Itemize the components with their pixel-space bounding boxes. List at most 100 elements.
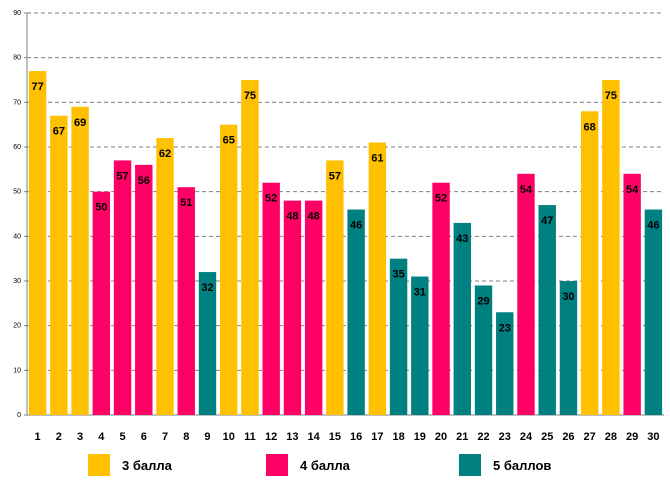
- x-tick-label: 9: [204, 431, 210, 443]
- bar-value-label: 57: [329, 170, 341, 182]
- bar-layer: [28, 71, 663, 416]
- x-tick-label: 17: [371, 431, 383, 443]
- legend-item-4-balla: 4 балла: [266, 453, 350, 477]
- bar-value-label: 48: [308, 211, 320, 223]
- x-tick-label: 3: [77, 431, 83, 443]
- bar-value-label: 54: [520, 184, 533, 196]
- legend-label-3-balla: 3 балла: [122, 457, 172, 473]
- y-tick-label: 0: [17, 412, 21, 419]
- y-tick-label: 40: [13, 233, 21, 240]
- bar-22: [474, 285, 493, 415]
- bar-11: [241, 80, 259, 415]
- x-tick-label: 22: [477, 431, 489, 443]
- y-tick-label: 70: [13, 99, 21, 106]
- bar-20: [432, 182, 450, 415]
- x-tick-label: 24: [520, 431, 533, 443]
- y-tick-label: 20: [13, 323, 21, 330]
- bar-28: [602, 80, 620, 415]
- bar-4: [92, 191, 111, 415]
- x-tick-label: 25: [541, 431, 553, 443]
- legend-item-3-balla: 3 балла: [88, 453, 172, 477]
- x-tick-label: 28: [605, 431, 617, 443]
- bar-2: [50, 115, 68, 415]
- bar-15: [326, 160, 344, 415]
- y-tick-label: 80: [13, 55, 21, 62]
- bar-value-label: 67: [53, 126, 65, 138]
- x-tick-label: 30: [647, 431, 659, 443]
- x-tick-label: 12: [265, 431, 277, 443]
- x-tick-label: 7: [162, 431, 168, 443]
- bar-value-label: 68: [584, 121, 596, 133]
- x-tick-label: 26: [562, 431, 574, 443]
- x-tick-label: 23: [499, 431, 511, 443]
- bar-29: [623, 173, 641, 415]
- bar-5: [113, 160, 132, 415]
- x-tick-label: 11: [244, 431, 256, 443]
- legend-label-4-balla: 4 балла: [300, 457, 350, 473]
- x-tick-label: 21: [456, 431, 468, 443]
- x-tick-label: 15: [329, 431, 341, 443]
- bar-10: [220, 124, 238, 416]
- bar-value-label: 32: [201, 282, 213, 294]
- bar-30: [644, 209, 663, 415]
- bar-17: [368, 142, 387, 416]
- bar-value-label: 77: [31, 81, 43, 93]
- y-tick-label: 90: [13, 10, 21, 17]
- bar-value-label: 50: [95, 202, 107, 214]
- bar-7: [156, 138, 174, 416]
- bar-value-label: 29: [477, 295, 489, 307]
- bar-13: [283, 200, 302, 415]
- x-tick-label: 27: [584, 431, 596, 443]
- y-tick-label: 60: [13, 144, 21, 151]
- x-tick-label: 4: [98, 431, 105, 443]
- bar-value-label: 48: [286, 211, 298, 223]
- legend-swatch-5-ballov: [459, 454, 481, 476]
- axes-layer: 0 10 20 30 40 50 60 70 80 90: [13, 10, 664, 419]
- bar-value-label: 54: [626, 184, 639, 196]
- legend-label-5-ballov: 5 баллов: [493, 457, 552, 473]
- x-tick-label: 8: [183, 431, 189, 443]
- label-layer: 7716726935045755666275183296510751152124…: [31, 81, 659, 443]
- bar-value-label: 52: [265, 193, 277, 205]
- bar-value-label: 31: [414, 287, 426, 299]
- bar-value-label: 65: [223, 135, 235, 147]
- bar-value-label: 75: [605, 90, 617, 102]
- bar-value-label: 69: [74, 117, 86, 129]
- bar-value-label: 23: [499, 322, 511, 334]
- x-tick-label: 13: [286, 431, 298, 443]
- bar-6: [135, 164, 153, 415]
- bar-27: [580, 111, 599, 416]
- bar-19: [411, 276, 429, 415]
- bar-value-label: 30: [562, 291, 574, 303]
- x-tick-label: 18: [392, 431, 404, 443]
- legend-swatch-4-balla: [266, 454, 288, 476]
- x-tick-label: 1: [35, 431, 41, 443]
- bar-value-label: 46: [350, 220, 362, 232]
- x-tick-label: 6: [141, 431, 147, 443]
- x-tick-label: 20: [435, 431, 447, 443]
- x-tick-label: 2: [56, 431, 62, 443]
- bar-value-label: 35: [392, 269, 404, 281]
- bar-25: [538, 205, 556, 415]
- grid-layer: [27, 12, 664, 371]
- x-tick-label: 5: [119, 431, 125, 443]
- bar-value-label: 46: [647, 220, 659, 232]
- bar-8: [177, 187, 195, 415]
- bar-value-label: 75: [244, 90, 256, 102]
- x-tick-label: 19: [414, 431, 426, 443]
- legend-swatch-3-balla: [88, 454, 110, 476]
- bar-value-label: 43: [456, 233, 468, 245]
- bar-14: [304, 200, 323, 415]
- bar-value-label: 61: [371, 153, 383, 165]
- x-tick-label: 10: [223, 431, 235, 443]
- x-tick-label: 14: [308, 431, 321, 443]
- x-tick-label: 16: [350, 431, 362, 443]
- legend-item-5-ballov: 5 баллов: [459, 453, 551, 477]
- y-tick-label: 50: [13, 189, 21, 196]
- bar-3: [71, 106, 89, 416]
- bar-value-label: 52: [435, 193, 447, 205]
- bar-value-label: 56: [138, 175, 150, 187]
- bar-value-label: 51: [180, 197, 192, 209]
